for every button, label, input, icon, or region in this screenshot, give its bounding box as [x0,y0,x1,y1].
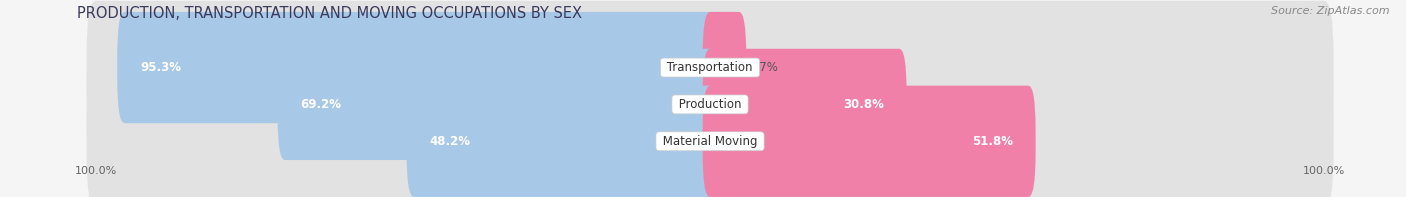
FancyBboxPatch shape [87,1,1333,134]
Text: Transportation: Transportation [664,61,756,74]
Text: Production: Production [675,98,745,111]
FancyBboxPatch shape [703,49,907,160]
Text: PRODUCTION, TRANSPORTATION AND MOVING OCCUPATIONS BY SEX: PRODUCTION, TRANSPORTATION AND MOVING OC… [77,6,582,21]
Text: 95.3%: 95.3% [141,61,181,74]
Text: 48.2%: 48.2% [429,135,471,148]
Text: 51.8%: 51.8% [972,135,1012,148]
FancyBboxPatch shape [117,12,717,123]
FancyBboxPatch shape [87,38,1333,171]
Text: Material Moving: Material Moving [659,135,761,148]
FancyBboxPatch shape [277,49,717,160]
Text: Source: ZipAtlas.com: Source: ZipAtlas.com [1271,6,1389,16]
Text: 4.7%: 4.7% [748,61,778,74]
FancyBboxPatch shape [703,12,747,123]
FancyBboxPatch shape [406,86,717,197]
FancyBboxPatch shape [703,86,1036,197]
Text: 30.8%: 30.8% [844,98,884,111]
Text: 69.2%: 69.2% [301,98,342,111]
FancyBboxPatch shape [87,74,1333,197]
